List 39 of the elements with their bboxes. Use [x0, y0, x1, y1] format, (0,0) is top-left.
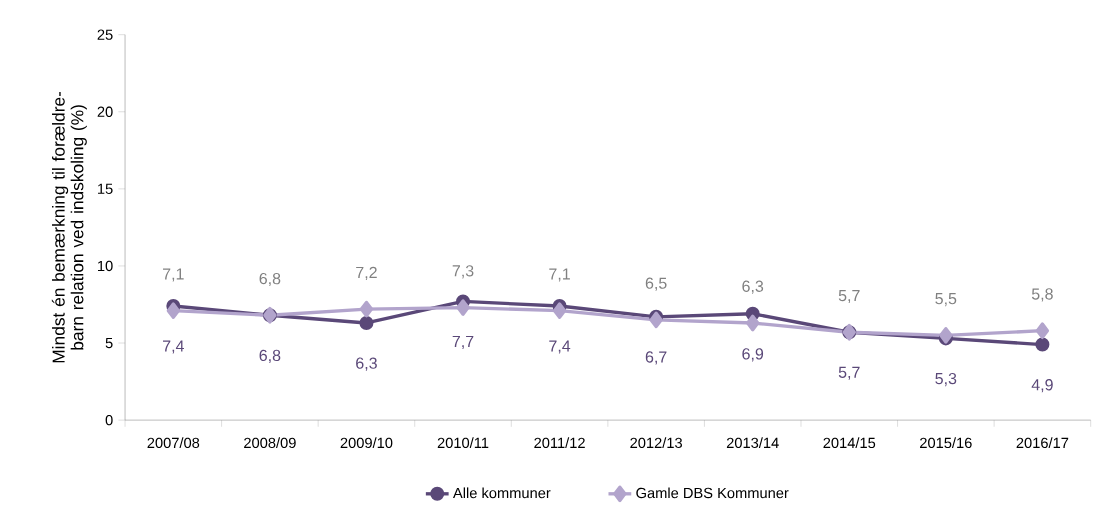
data-label: 5,3: [935, 372, 957, 386]
data-label: 7,4: [549, 340, 571, 354]
y-tick-label: 5: [105, 337, 113, 348]
data-label: 5,7: [838, 289, 860, 303]
data-label: 6,9: [742, 348, 764, 362]
data-label: 7,1: [163, 268, 184, 282]
data-label: 7,7: [452, 335, 474, 349]
data-label: 6,8: [259, 349, 281, 363]
data-label: 6,5: [645, 277, 667, 291]
data-label: 7,3: [452, 264, 474, 279]
x-tick-label: 2011/12: [534, 437, 585, 448]
data-label: 6,7: [645, 351, 667, 365]
x-tick-label: 2013/14: [726, 437, 779, 448]
data-label: 7,1: [549, 268, 570, 282]
data-label: 6,8: [259, 272, 281, 286]
data-label: 5,5: [935, 292, 957, 306]
y-axis-title: Mindst én bemærkning til forældre-barn relation ved indskoling (%): [51, 91, 87, 363]
x-tick-label: 2016/17: [1016, 437, 1069, 448]
data-label: 5,8: [1031, 288, 1053, 302]
data-label: 6,3: [742, 280, 764, 294]
data-label: 6,3: [356, 357, 377, 371]
x-tick-label: 2007/08: [147, 437, 200, 448]
x-tick-label: 2012/13: [630, 437, 682, 448]
x-tick-label: 2010/11: [437, 437, 489, 448]
y-tick-label: 10: [98, 260, 113, 271]
y-tick-label: 15: [98, 183, 113, 194]
data-label: 5,7: [838, 366, 860, 380]
y-tick-label: 25: [97, 29, 113, 40]
legend-label: Gamle DBS Kommuner: [636, 487, 789, 498]
data-label: 7,4: [163, 340, 184, 354]
x-tick-label: 2009/10: [340, 437, 393, 448]
legend-label: Alle kommuner: [452, 487, 551, 498]
data-label: 7,2: [356, 266, 377, 280]
y-tick-label: 0: [105, 414, 113, 426]
x-tick-label: 2015/16: [920, 437, 972, 448]
y-tick-label: 20: [97, 106, 113, 117]
x-tick-label: 2008/09: [244, 437, 296, 448]
data-label: 4,9: [1031, 378, 1053, 393]
x-tick-label: 2014/15: [823, 437, 876, 448]
